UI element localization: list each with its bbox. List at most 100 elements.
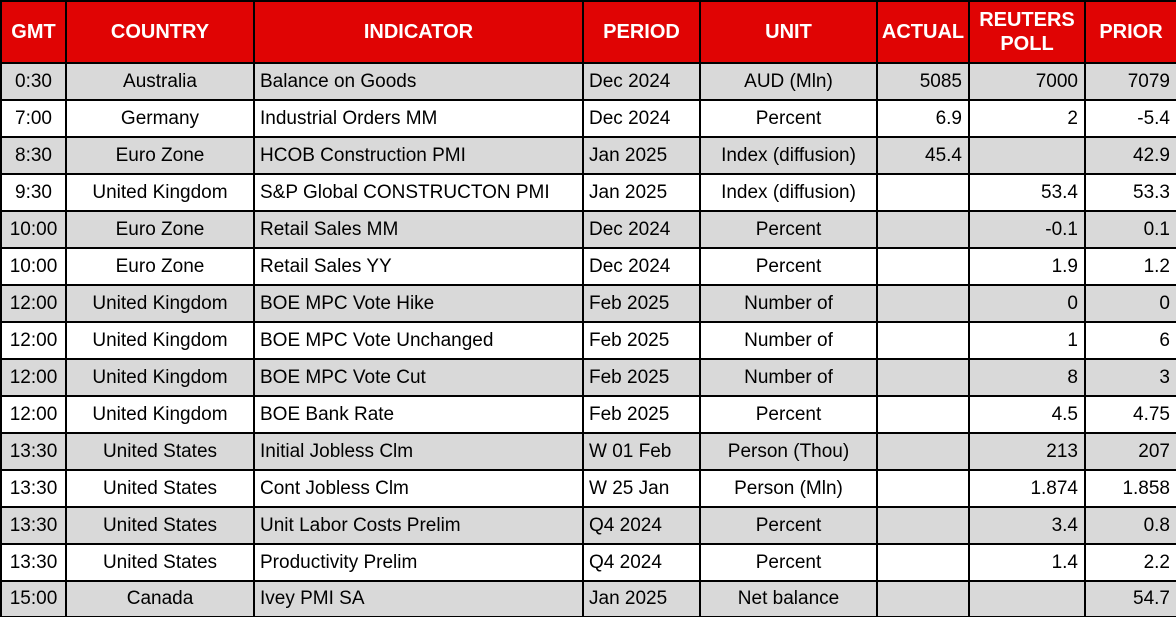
cell-reuters-poll [968,136,1086,175]
cell-indicator: Industrial Orders MM [253,99,584,138]
cell-period: Jan 2025 [582,173,701,212]
cell-reuters-poll: 7000 [968,62,1086,101]
cell-reuters-poll: -0.1 [968,210,1086,249]
cell-unit: Percent [699,210,878,249]
cell-period: Dec 2024 [582,62,701,101]
cell-prior: 53.3 [1084,173,1176,212]
cell-unit: Person (Mln) [699,469,878,508]
cell-actual [876,210,970,249]
cell-actual [876,506,970,545]
cell-actual [876,543,970,582]
cell-unit: Percent [699,99,878,138]
cell-gmt: 13:30 [0,432,67,471]
cell-country: United States [65,432,255,471]
cell-unit: Percent [699,543,878,582]
cell-country: Australia [65,62,255,101]
cell-period: Dec 2024 [582,99,701,138]
cell-prior: 6 [1084,321,1176,360]
cell-gmt: 7:00 [0,99,67,138]
cell-period: W 01 Feb [582,432,701,471]
cell-indicator: BOE MPC Vote Cut [253,358,584,397]
cell-country: Euro Zone [65,210,255,249]
cell-period: Feb 2025 [582,358,701,397]
cell-indicator: Retail Sales MM [253,210,584,249]
cell-prior: 1.2 [1084,247,1176,286]
cell-reuters-poll: 1 [968,321,1086,360]
cell-gmt: 8:30 [0,136,67,175]
cell-actual: 6.9 [876,99,970,138]
cell-prior: 7079 [1084,62,1176,101]
cell-country: United Kingdom [65,173,255,212]
cell-prior: 0.8 [1084,506,1176,545]
cell-period: W 25 Jan [582,469,701,508]
cell-period: Dec 2024 [582,247,701,286]
cell-prior: 42.9 [1084,136,1176,175]
col-header-country: COUNTRY [65,0,255,64]
cell-indicator: Retail Sales YY [253,247,584,286]
cell-country: Euro Zone [65,247,255,286]
cell-unit: Index (diffusion) [699,173,878,212]
cell-country: Canada [65,580,255,617]
cell-period: Dec 2024 [582,210,701,249]
col-header-prior: PRIOR [1084,0,1176,64]
cell-gmt: 10:00 [0,210,67,249]
cell-reuters-poll: 4.5 [968,395,1086,434]
cell-reuters-poll: 1.4 [968,543,1086,582]
table-row: 7:00 Germany Industrial Orders MM Dec 20… [0,99,1176,138]
cell-gmt: 12:00 [0,358,67,397]
table-row: 10:00 Euro Zone Retail Sales MM Dec 2024… [0,210,1176,249]
cell-reuters-poll: 8 [968,358,1086,397]
cell-actual [876,580,970,617]
cell-country: United Kingdom [65,321,255,360]
cell-reuters-poll: 213 [968,432,1086,471]
cell-prior: 3 [1084,358,1176,397]
cell-gmt: 13:30 [0,543,67,582]
cell-gmt: 12:00 [0,321,67,360]
cell-unit: Number of [699,284,878,323]
cell-reuters-poll: 2 [968,99,1086,138]
cell-unit: Net balance [699,580,878,617]
cell-gmt: 13:30 [0,506,67,545]
cell-indicator: Balance on Goods [253,62,584,101]
cell-actual [876,321,970,360]
cell-gmt: 9:30 [0,173,67,212]
cell-prior: -5.4 [1084,99,1176,138]
cell-indicator: BOE MPC Vote Unchanged [253,321,584,360]
cell-country: Germany [65,99,255,138]
cell-country: United Kingdom [65,358,255,397]
cell-prior: 2.2 [1084,543,1176,582]
cell-unit: Person (Thou) [699,432,878,471]
cell-reuters-poll [968,580,1086,617]
table-row: 13:30 United States Initial Jobless Clm … [0,432,1176,471]
cell-indicator: Productivity Prelim [253,543,584,582]
cell-indicator: BOE Bank Rate [253,395,584,434]
table-row: 0:30 Australia Balance on Goods Dec 2024… [0,62,1176,101]
table-row: 13:30 United States Cont Jobless Clm W 2… [0,469,1176,508]
col-header-gmt: GMT [0,0,67,64]
cell-indicator: Cont Jobless Clm [253,469,584,508]
table-row: 8:30 Euro Zone HCOB Construction PMI Jan… [0,136,1176,175]
cell-actual [876,432,970,471]
col-header-period: PERIOD [582,0,701,64]
cell-gmt: 10:00 [0,247,67,286]
header-row: GMT COUNTRY INDICATOR PERIOD UNIT ACTUAL… [0,0,1176,64]
cell-period: Feb 2025 [582,284,701,323]
col-header-unit: UNIT [699,0,878,64]
cell-reuters-poll: 0 [968,284,1086,323]
table-row: 13:30 United States Unit Labor Costs Pre… [0,506,1176,545]
cell-actual [876,469,970,508]
cell-actual [876,173,970,212]
cell-actual [876,358,970,397]
cell-unit: Number of [699,321,878,360]
cell-indicator: HCOB Construction PMI [253,136,584,175]
cell-period: Feb 2025 [582,321,701,360]
cell-country: United States [65,506,255,545]
cell-gmt: 15:00 [0,580,67,617]
table-row: 12:00 United Kingdom BOE MPC Vote Hike F… [0,284,1176,323]
cell-actual: 45.4 [876,136,970,175]
cell-prior: 207 [1084,432,1176,471]
cell-period: Feb 2025 [582,395,701,434]
cell-gmt: 12:00 [0,284,67,323]
cell-unit: Percent [699,395,878,434]
